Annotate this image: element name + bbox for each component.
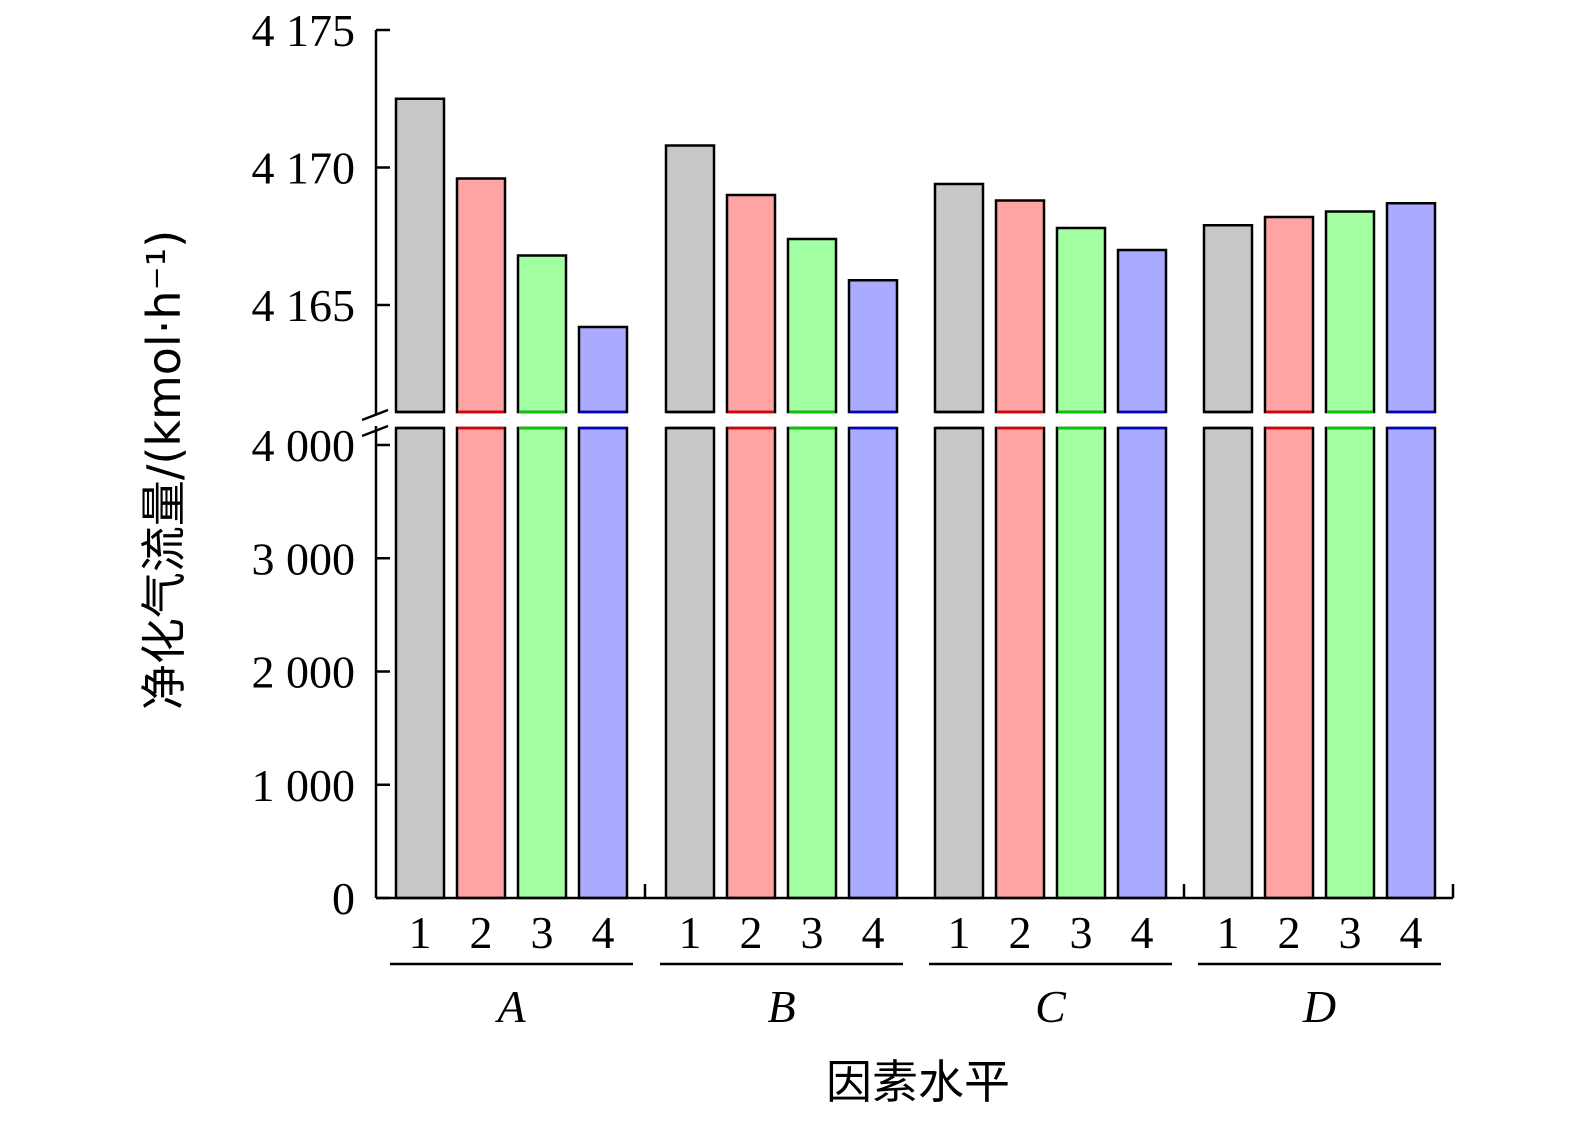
bar-B-3-upper xyxy=(786,237,838,414)
bar-A-2-upper xyxy=(455,177,507,414)
y-tick-label-upper-0: 4 165 xyxy=(252,280,356,331)
x-tick-label-D-1: 1 xyxy=(1217,907,1240,958)
x-tick-label-B-1: 1 xyxy=(679,907,702,958)
bar-A-4-upper xyxy=(577,325,629,414)
bars-layer xyxy=(394,97,1437,900)
y-axis-title: 净化气流量/(kmol·h⁻¹) xyxy=(137,230,191,710)
bar-C-4-lower xyxy=(1116,426,1168,900)
x-tick-label-B-4: 4 xyxy=(862,907,885,958)
bar-D-4-lower xyxy=(1385,426,1437,900)
bar-B-1-lower xyxy=(664,426,716,900)
bar-C-3-upper xyxy=(1055,226,1107,414)
x-tick-label-C-3: 3 xyxy=(1070,907,1093,958)
bar-D-3-upper xyxy=(1324,210,1376,414)
bar-A-2-lower xyxy=(455,426,507,900)
x-tick-label-C-2: 2 xyxy=(1009,907,1032,958)
y-tick-label-lower-4: 4 000 xyxy=(252,420,356,471)
y-tick-label-lower-0: 0 xyxy=(332,873,355,924)
x-tick-label-B-2: 2 xyxy=(740,907,763,958)
bar-D-4-upper xyxy=(1385,202,1437,414)
bar-D-2-lower xyxy=(1263,426,1315,900)
bar-C-3-lower xyxy=(1055,426,1107,900)
y-tick-label-lower-1: 1 000 xyxy=(252,760,356,811)
bar-C-1-lower xyxy=(933,426,985,900)
x-tick-label-C-1: 1 xyxy=(948,907,971,958)
bar-D-3-lower xyxy=(1324,426,1376,900)
bar-B-1-upper xyxy=(664,144,716,414)
bar-A-3-upper xyxy=(516,254,568,414)
x-tick-label-A-3: 3 xyxy=(531,907,554,958)
bar-C-1-upper xyxy=(933,182,985,414)
bar-D-2-upper xyxy=(1263,215,1315,414)
x-axis-title: 因素水平 xyxy=(826,1055,1010,1109)
bar-D-1-upper xyxy=(1202,224,1254,414)
bar-A-1-upper xyxy=(394,97,446,414)
bar-A-3-lower xyxy=(516,426,568,900)
bar-C-2-lower xyxy=(994,426,1046,900)
x-tick-label-D-4: 4 xyxy=(1400,907,1423,958)
bar-A-4-lower xyxy=(577,426,629,900)
group-label-A: A xyxy=(494,981,526,1032)
x-tick-label-D-3: 3 xyxy=(1339,907,1362,958)
axes-layer xyxy=(361,28,1455,966)
bar-B-4-lower xyxy=(847,426,899,900)
y-tick-label-lower-2: 2 000 xyxy=(252,647,356,698)
y-axis-break-mark-top xyxy=(361,408,389,422)
bar-C-4-upper xyxy=(1116,248,1168,414)
x-tick-label-A-1: 1 xyxy=(409,907,432,958)
bar-B-4-upper xyxy=(847,279,899,414)
x-tick-label-B-3: 3 xyxy=(801,907,824,958)
x-tick-label-A-4: 4 xyxy=(592,907,615,958)
bar-D-1-lower xyxy=(1202,426,1254,900)
bar-A-1-lower xyxy=(394,426,446,900)
y-axis-break-mark-bottom xyxy=(361,424,389,438)
x-tick-label-A-2: 2 xyxy=(470,907,493,958)
bar-B-2-lower xyxy=(725,426,777,900)
x-tick-label-D-2: 2 xyxy=(1278,907,1301,958)
bar-B-3-lower xyxy=(786,426,838,900)
group-label-C: C xyxy=(1035,981,1067,1032)
x-tick-label-C-4: 4 xyxy=(1131,907,1154,958)
bar-C-2-upper xyxy=(994,199,1046,414)
group-label-B: B xyxy=(767,981,795,1032)
group-label-D: D xyxy=(1302,981,1336,1032)
y-tick-label-upper-1: 4 170 xyxy=(252,143,356,194)
bar-B-2-upper xyxy=(725,193,777,414)
y-tick-label-upper-2: 4 175 xyxy=(252,5,356,56)
y-tick-label-lower-3: 3 000 xyxy=(252,533,356,584)
